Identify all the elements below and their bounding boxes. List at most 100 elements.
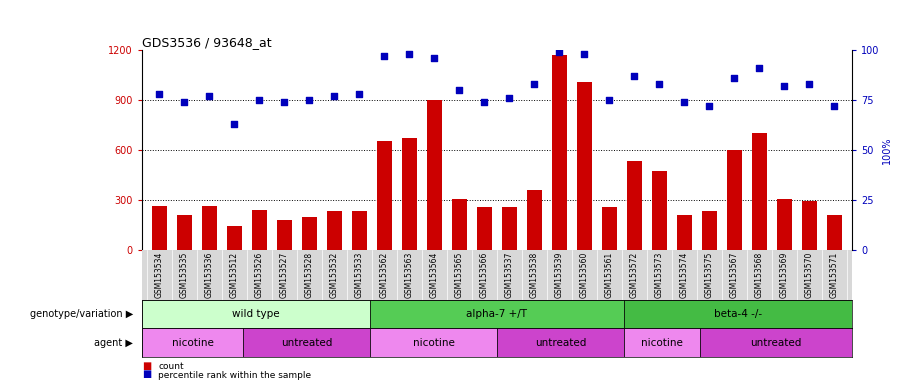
Bar [477, 207, 492, 250]
Bar [827, 215, 842, 250]
Bar [652, 170, 667, 250]
Text: GSM153564: GSM153564 [430, 252, 439, 298]
Text: GSM153572: GSM153572 [630, 252, 639, 298]
Text: ■: ■ [142, 369, 151, 379]
Bar [602, 207, 616, 250]
Point [427, 55, 442, 61]
Point [302, 97, 317, 103]
Point [802, 81, 817, 87]
Point [577, 51, 592, 57]
Text: GDS3536 / 93648_at: GDS3536 / 93648_at [142, 36, 272, 49]
Text: GSM153526: GSM153526 [255, 252, 264, 298]
Text: GSM153532: GSM153532 [330, 252, 339, 298]
Point [502, 95, 517, 101]
Point [402, 51, 417, 57]
Bar [527, 190, 542, 250]
Point [727, 75, 742, 81]
Text: count: count [158, 362, 184, 371]
Text: GSM153573: GSM153573 [655, 252, 664, 298]
Text: untreated: untreated [281, 338, 333, 348]
Point [527, 81, 541, 87]
Bar [370, 328, 496, 357]
Bar [502, 207, 517, 250]
Bar [227, 226, 242, 250]
Text: GSM153560: GSM153560 [580, 252, 589, 298]
Bar [252, 210, 267, 250]
Point [827, 103, 842, 109]
Bar [152, 206, 167, 250]
Point [552, 49, 567, 55]
Bar [142, 300, 370, 328]
Text: GSM153566: GSM153566 [480, 252, 489, 298]
Bar [142, 328, 244, 357]
Y-axis label: 100%: 100% [882, 136, 892, 164]
Text: GSM153569: GSM153569 [780, 252, 789, 298]
Bar [177, 215, 192, 250]
Point [377, 53, 392, 59]
Point [227, 121, 242, 127]
Bar [452, 199, 467, 250]
Text: beta-4 -/-: beta-4 -/- [714, 309, 762, 319]
Text: GSM153534: GSM153534 [155, 252, 164, 298]
Text: GSM153533: GSM153533 [354, 252, 364, 298]
Text: percentile rank within the sample: percentile rank within the sample [158, 371, 311, 380]
Text: alpha-7 +/T: alpha-7 +/T [466, 309, 528, 319]
Point [453, 87, 467, 93]
Point [152, 91, 167, 97]
Bar [352, 211, 367, 250]
Bar [752, 133, 767, 250]
Text: GSM153563: GSM153563 [405, 252, 414, 298]
Point [252, 97, 267, 103]
Point [477, 99, 492, 105]
Text: agent ▶: agent ▶ [94, 338, 133, 348]
Text: GSM153539: GSM153539 [555, 252, 564, 298]
Text: GSM153537: GSM153537 [505, 252, 514, 298]
Point [752, 65, 767, 71]
Bar [370, 300, 624, 328]
Point [677, 99, 692, 105]
Bar [427, 100, 442, 250]
Text: GSM153535: GSM153535 [180, 252, 189, 298]
Point [627, 73, 642, 79]
Text: GSM153527: GSM153527 [280, 252, 289, 298]
Text: GSM153571: GSM153571 [830, 252, 839, 298]
Point [278, 99, 292, 105]
Text: ■: ■ [142, 361, 151, 371]
Bar [552, 55, 567, 250]
Bar [277, 220, 292, 250]
Text: untreated: untreated [750, 338, 802, 348]
Text: GSM153568: GSM153568 [755, 252, 764, 298]
Bar [327, 211, 342, 250]
Text: GSM153562: GSM153562 [380, 252, 389, 298]
Bar [377, 141, 392, 250]
Bar [677, 215, 692, 250]
Bar [777, 199, 792, 250]
Text: GSM153567: GSM153567 [730, 252, 739, 298]
Text: GSM153574: GSM153574 [680, 252, 689, 298]
Text: GSM153565: GSM153565 [455, 252, 463, 298]
Text: untreated: untreated [535, 338, 586, 348]
Point [702, 103, 716, 109]
Text: nicotine: nicotine [412, 338, 454, 348]
Bar [727, 150, 742, 250]
Text: GSM153538: GSM153538 [530, 252, 539, 298]
Bar [702, 211, 717, 250]
Bar [244, 328, 370, 357]
Text: wild type: wild type [233, 309, 280, 319]
Bar [624, 300, 852, 328]
Text: GSM153536: GSM153536 [205, 252, 214, 298]
Point [352, 91, 366, 97]
Point [327, 93, 342, 99]
Point [177, 99, 191, 105]
Point [602, 97, 616, 103]
Bar [627, 161, 642, 250]
Text: nicotine: nicotine [641, 338, 682, 348]
Point [652, 81, 667, 87]
Bar [577, 81, 592, 250]
Bar [700, 328, 852, 357]
Bar [202, 205, 217, 250]
Text: GSM153512: GSM153512 [230, 252, 239, 298]
Text: GSM153528: GSM153528 [305, 252, 314, 298]
Bar [802, 200, 817, 250]
Point [777, 83, 791, 89]
